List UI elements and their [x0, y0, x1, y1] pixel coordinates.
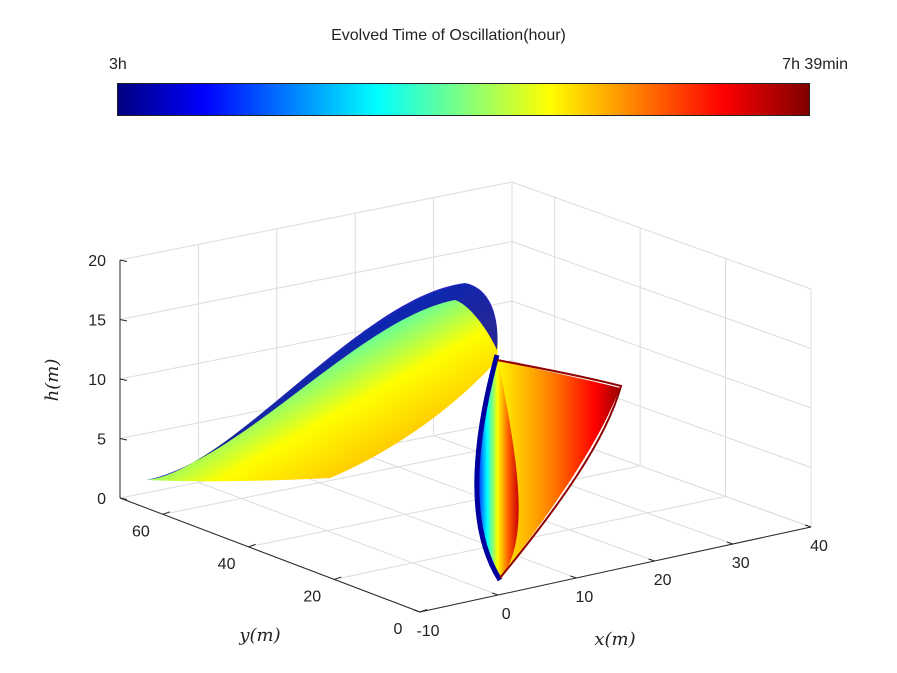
surface-fold	[476, 355, 519, 580]
surface-left-sheet	[146, 284, 498, 482]
y-tick-mark	[419, 609, 428, 613]
x-axis-label: x(m)	[594, 629, 635, 650]
x-tick-mark	[804, 524, 812, 528]
x-tick-label: 10	[576, 589, 594, 606]
x-gridline-floor	[276, 466, 577, 579]
y-tick-mark	[162, 511, 171, 515]
z-gridline-back	[119, 241, 513, 320]
x-tick-mark	[492, 592, 499, 596]
y-axis-label: y(m)	[238, 625, 280, 646]
y-tick-label: 60	[132, 523, 150, 540]
z-tick-mark	[119, 259, 128, 262]
x-tick-mark	[648, 558, 655, 562]
z-gridline-back	[119, 181, 513, 261]
x-tick-label: 40	[810, 538, 828, 555]
axes-lines	[119, 259, 812, 613]
colorbar	[117, 83, 810, 116]
y-tick-mark	[248, 543, 256, 548]
y-tick-label: 40	[218, 556, 236, 573]
z-tick-mark	[119, 497, 128, 500]
colorbar-title: Evolved Time of Oscillation(hour)	[331, 27, 566, 44]
surface-mesh	[146, 283, 623, 582]
x-tick-mark	[413, 609, 421, 613]
z-gridline-right	[511, 300, 812, 409]
surface-right-sheet	[493, 360, 620, 578]
surface-rear-edge	[496, 359, 623, 579]
z-tick-label: 10	[88, 372, 106, 389]
colorbar-max-label: 7h 39min	[782, 56, 848, 73]
z-gridline-right	[511, 181, 812, 290]
z-tick-label: 15	[88, 313, 106, 330]
surface-fold-edge	[474, 354, 503, 582]
surface-crest	[146, 283, 498, 480]
x-tick-label: 20	[654, 572, 672, 589]
z-tick-mark	[119, 438, 128, 441]
x-tick-label: 0	[502, 606, 511, 623]
z-tick-label: 20	[88, 253, 106, 270]
y-tick-mark	[334, 576, 342, 580]
y-axis-line	[119, 497, 421, 613]
y-tick-label: 0	[394, 621, 403, 638]
z-tick-label: 5	[97, 432, 106, 449]
axis-ticks: -10 0 10 20 30 40 0 20 40 60 0 5 10 15 20	[88, 253, 828, 640]
x-tick-label: -10	[416, 623, 439, 640]
x-axis-line	[419, 526, 812, 613]
z-tick-label: 0	[97, 491, 106, 508]
z-tick-mark	[119, 378, 128, 381]
z-tick-mark	[119, 319, 128, 322]
colorbar-min-label: 3h	[109, 56, 127, 73]
x-tick-label: 30	[732, 555, 750, 572]
z-gridline-right	[511, 241, 812, 349]
z-axis-label: h(m)	[42, 359, 63, 402]
x-gridline-floor	[198, 481, 499, 596]
x-tick-mark	[570, 575, 577, 579]
y-tick-label: 20	[303, 588, 321, 605]
x-tick-mark	[726, 541, 733, 545]
